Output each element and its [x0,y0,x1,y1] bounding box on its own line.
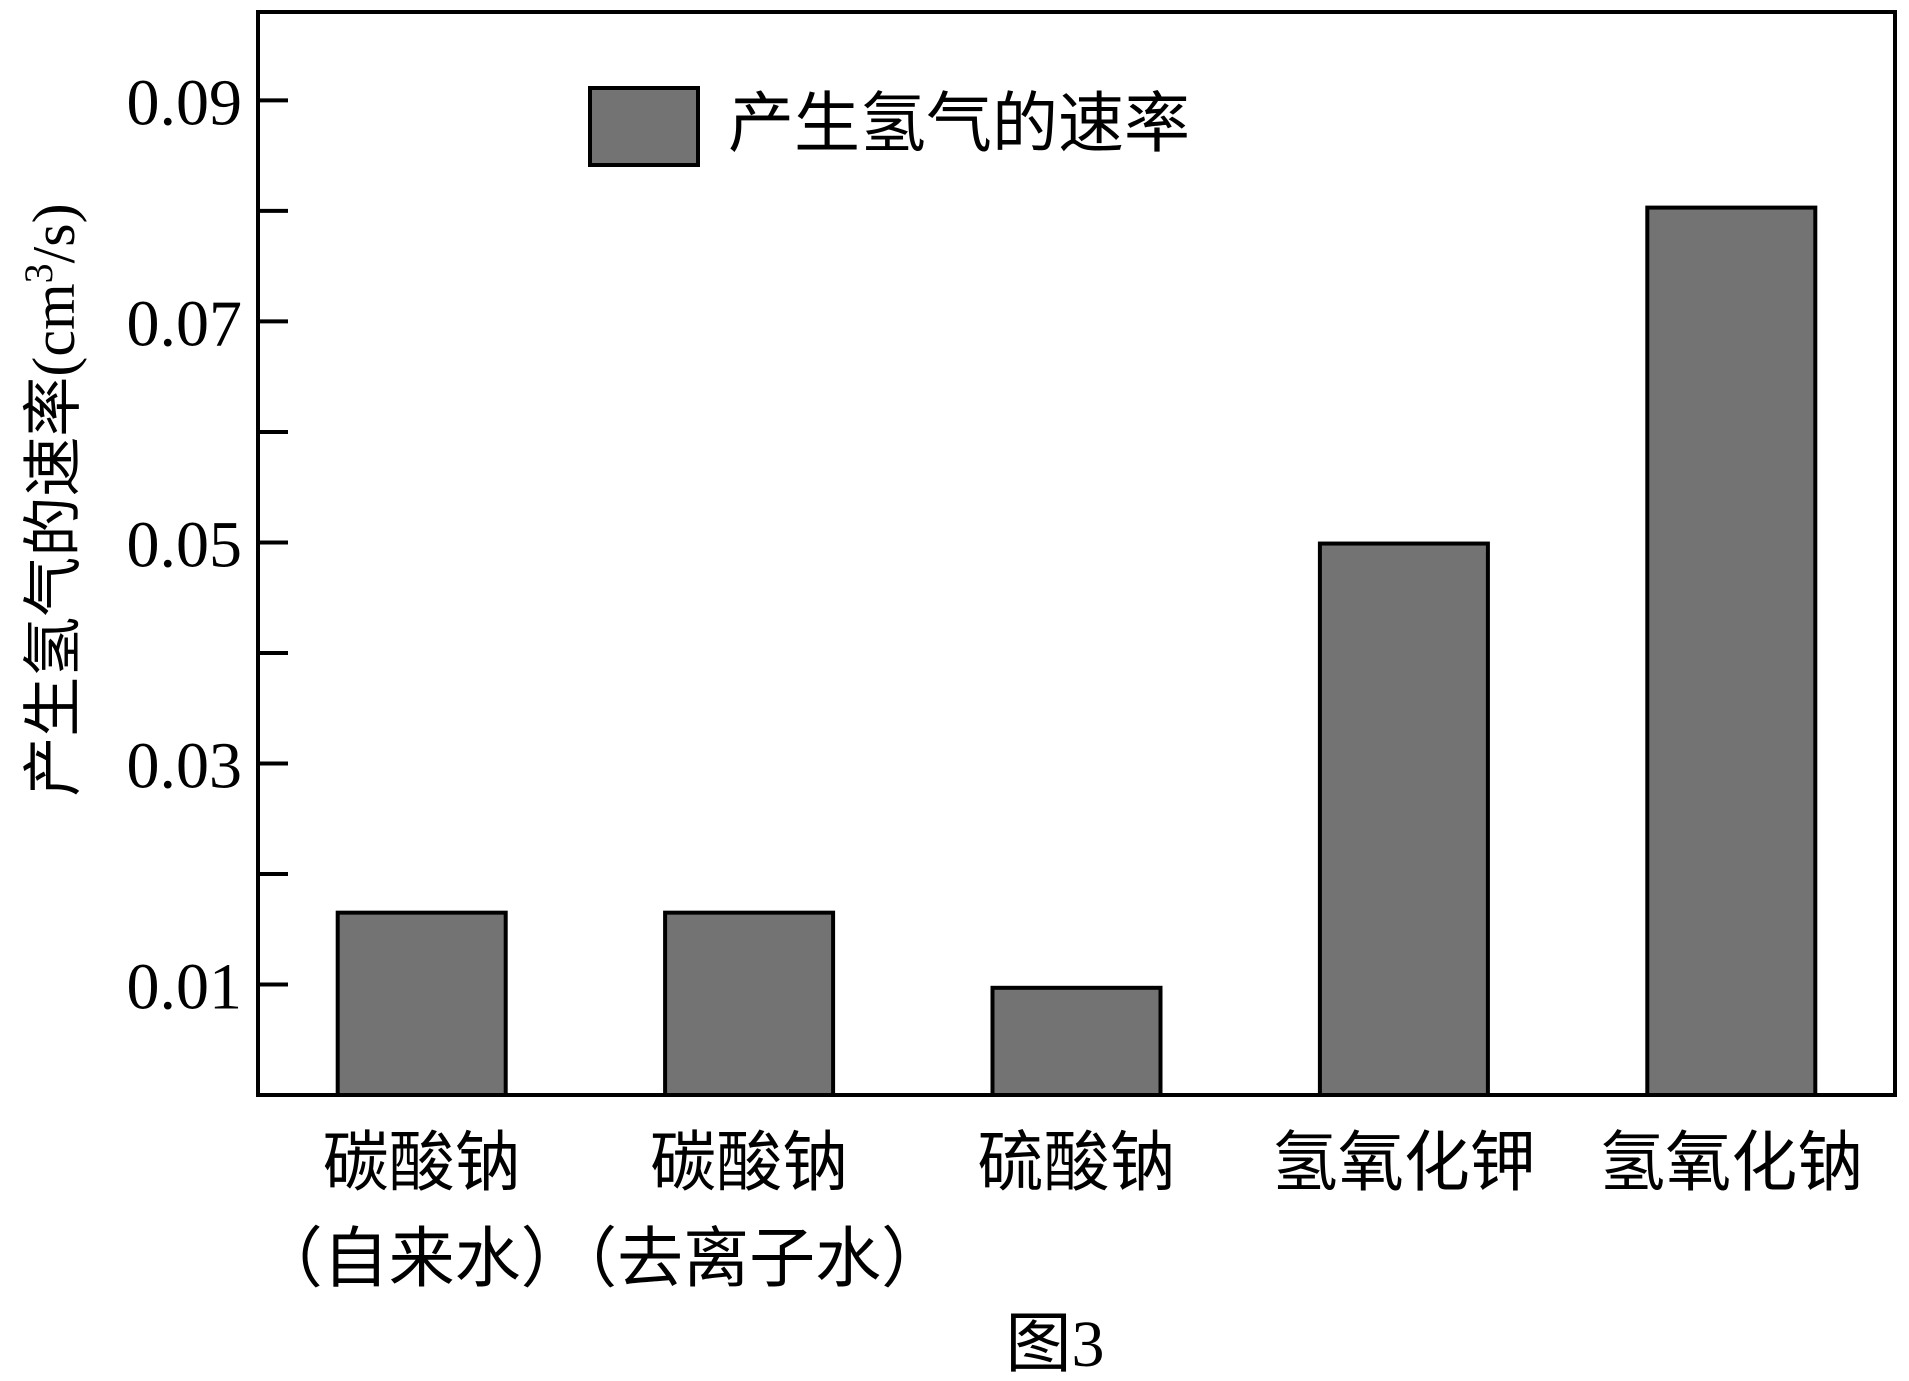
y-tick-label: 0.07 [127,287,243,360]
y-tick-label: 0.01 [127,950,243,1023]
y-tick-label: 0.09 [127,66,243,139]
x-tick-labels: 碳酸钠 （自来水） 碳酸钠 （去离子水） 硫酸钠 氢氧化钾 氢氧化钠 [257,1127,1864,1296]
y-tick-label: 0.05 [127,508,243,581]
figure-caption: 图3 [1006,1308,1105,1381]
legend-label: 产生氢气的速率 [728,88,1190,161]
x-tick-label: 碳酸钠 [323,1127,521,1200]
x-tick-label: （自来水） [257,1223,587,1296]
bar [663,910,836,1097]
y-axis-label-superscript: 3 [16,263,61,283]
x-tick-label: 碳酸钠 [650,1127,848,1200]
y-axis-label-main: 产生氢气的速率(cm [21,283,87,796]
bar [1645,205,1818,1097]
bar [990,985,1163,1098]
x-tick-label: 氢氧化钾 [1272,1127,1536,1200]
x-tick-label: （去离子水） [551,1223,947,1296]
y-tick-label: 0.03 [127,729,243,802]
bars [335,205,1818,1098]
y-tick-labels: 0.01 0.03 0.05 0.07 0.09 [127,66,243,1023]
x-tick-label: 硫酸钠 [978,1127,1176,1200]
bar [335,910,508,1097]
y-axis-label: 产生氢气的速率(cm3/s) [16,203,87,796]
plot-frame [256,10,1897,1097]
x-tick-label: 氢氧化钠 [1599,1127,1863,1200]
legend-swatch [588,86,700,167]
y-axis-label-unit: /s) [21,203,87,263]
legend: 产生氢气的速率 [588,86,1190,167]
y-ticks [258,98,288,987]
bar [1317,541,1490,1097]
